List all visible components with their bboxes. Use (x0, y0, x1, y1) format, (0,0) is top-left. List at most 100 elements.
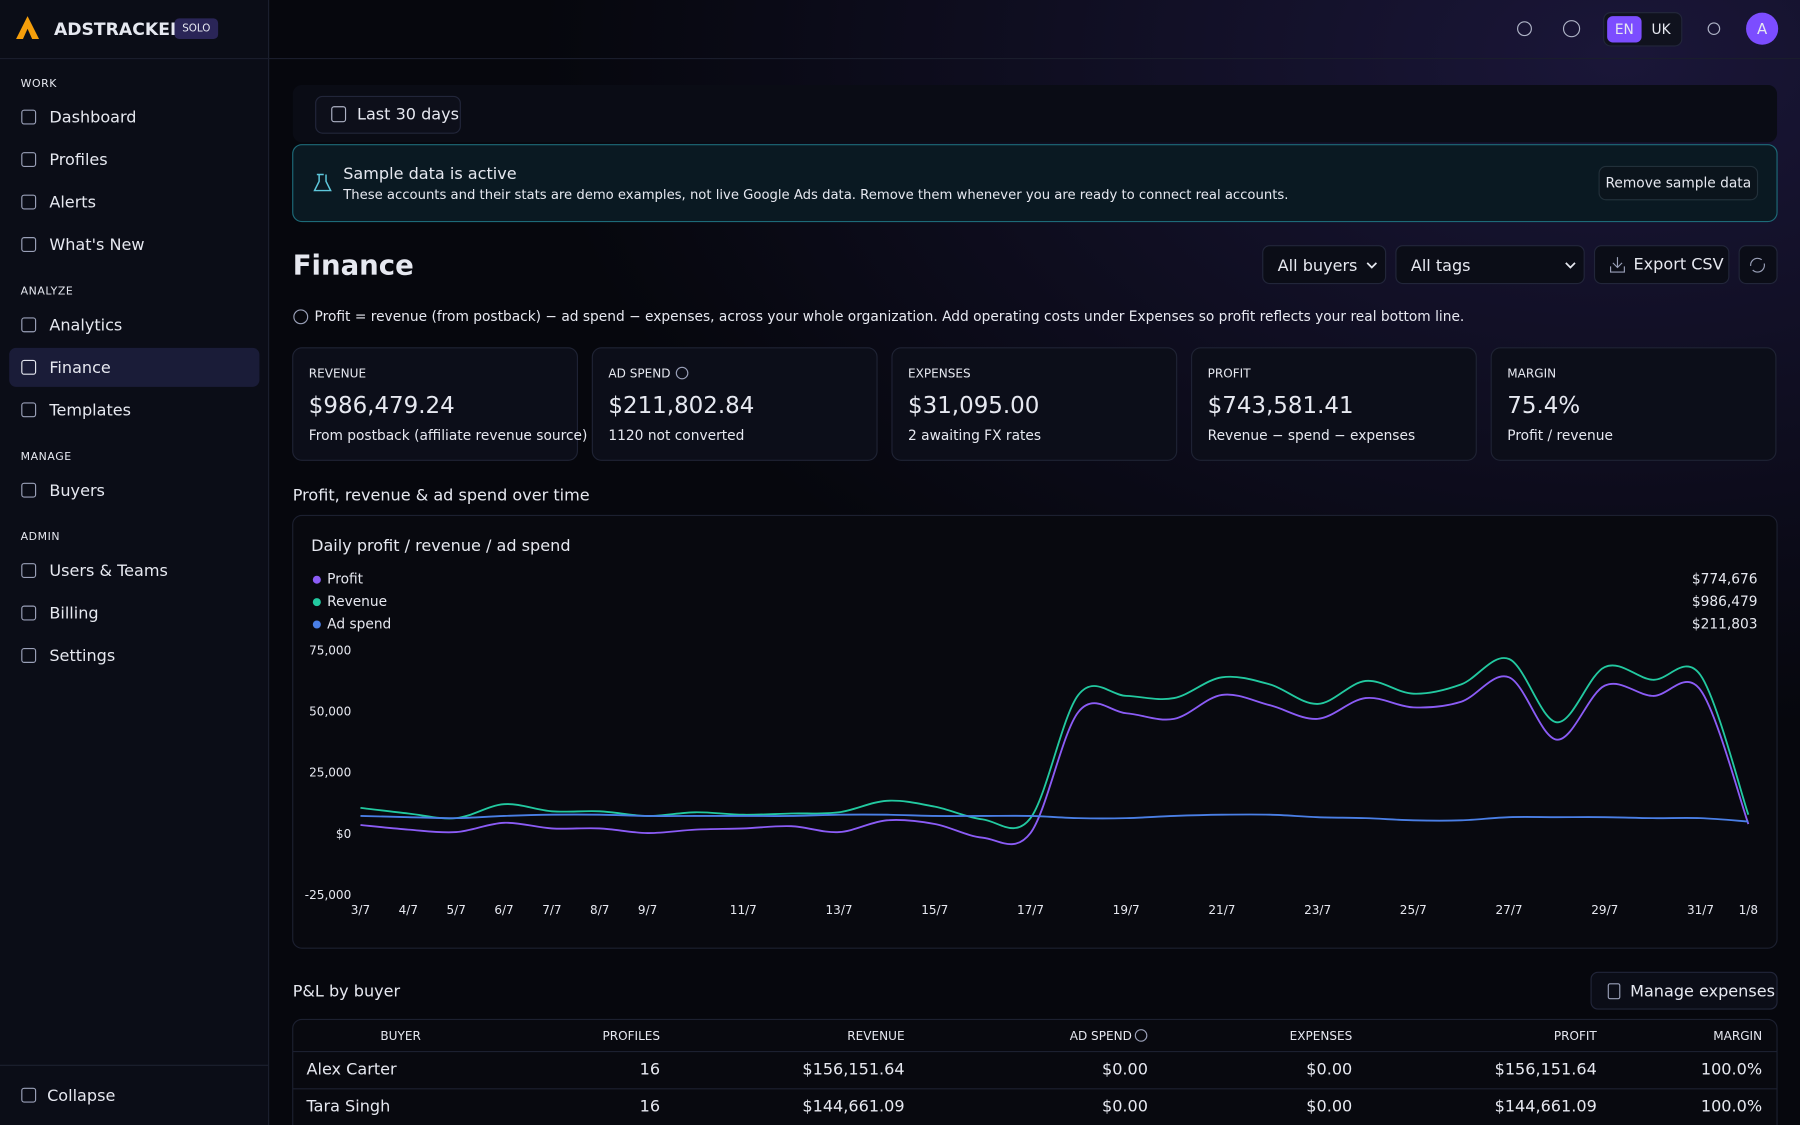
filter-select[interactable] (1395, 245, 1585, 285)
chevron (1565, 262, 1576, 269)
stat-card (591, 347, 878, 461)
date-range-button[interactable] (315, 95, 461, 134)
legend-label: Profit (327, 572, 364, 588)
language[interactable]: UK (1652, 22, 1672, 38)
stat-card (292, 347, 578, 461)
page-title: Finance (293, 249, 414, 281)
download-icon (1610, 257, 1625, 273)
chart-panel (292, 514, 1778, 949)
table-cell: $156,151.64 (1495, 1059, 1597, 1078)
card-value: 75.4% (1507, 393, 1580, 419)
x-tick-label: 27/7 (1496, 903, 1523, 917)
info-icon (675, 366, 689, 380)
table-cell: $156,151.64 (802, 1059, 904, 1078)
stat-card (891, 347, 1178, 461)
collapse[interactable]: Collapse (47, 1086, 115, 1105)
card-value: $986,479.24 (309, 393, 455, 419)
card-value: $31,095.00 (908, 393, 1039, 419)
x-tick-label: 25/7 (1400, 903, 1427, 917)
nav-item[interactable]: Finance (49, 358, 111, 377)
refresh-button[interactable] (1738, 245, 1778, 285)
nav-item[interactable]: Buyers (49, 481, 105, 500)
filter-select[interactable] (1262, 245, 1387, 285)
legend-dot (312, 598, 321, 607)
card-label: REVENUE (309, 367, 366, 381)
table-cell: $144,661.09 (1495, 1097, 1597, 1116)
x-tick-label: 21/7 (1208, 903, 1235, 917)
nav-section: MANAGE (21, 450, 72, 463)
nav-icon (21, 605, 37, 621)
x-tick-label: 1/8 (1739, 903, 1758, 917)
card-sub: 1120 not converted (608, 428, 744, 444)
nav-icon (21, 359, 37, 375)
collapse-icon (21, 1087, 37, 1103)
remove-sample-button[interactable] (1598, 165, 1759, 201)
table-cell: $0.00 (1102, 1097, 1148, 1116)
x-tick-label: 7/7 (542, 903, 561, 917)
y-tick-label: 75,000 (309, 643, 351, 657)
avatar-letter: A (1757, 20, 1768, 38)
nav-icon (21, 237, 37, 252)
flask-icon (313, 173, 332, 192)
nav-item[interactable]: Settings (49, 646, 115, 665)
series-line (360, 675, 1750, 846)
banner-title: Sample data is active (343, 164, 516, 183)
toolbar (292, 84, 1778, 143)
nav-item[interactable]: Billing (49, 604, 98, 623)
card-label: PROFIT (1208, 367, 1252, 381)
legend-total: $986,479 (1692, 594, 1758, 610)
nav-icon (21, 402, 37, 418)
x-tick-label: 13/7 (826, 903, 853, 917)
nav-icon (21, 152, 37, 168)
nav-item[interactable]: Users & Teams (49, 561, 168, 580)
nav-item[interactable]: Dashboard (49, 108, 136, 127)
legend-dot (312, 620, 321, 629)
date-range: Last 30 days (357, 104, 459, 123)
avatar[interactable] (1746, 12, 1779, 45)
card-label: EXPENSES (908, 367, 971, 381)
pl-title: P&L by buyer (293, 981, 401, 1000)
table-cell: 100.0% (1701, 1097, 1762, 1116)
nav-section: ANALYZE (21, 285, 74, 298)
nav-icon (21, 482, 37, 498)
nav-item[interactable]: Alerts (49, 193, 96, 212)
nav-icon (21, 194, 37, 210)
column-header: EXPENSES (1290, 1029, 1353, 1043)
bell-icon[interactable] (1517, 21, 1532, 37)
table-cell: 16 (640, 1059, 660, 1078)
stat-card (1191, 347, 1477, 461)
nav-item[interactable]: Profiles (49, 150, 107, 169)
legend-dot (312, 575, 321, 584)
nav-item[interactable]: Analytics (49, 316, 122, 335)
export-label: Export CSV (1634, 255, 1724, 274)
theme-icon[interactable] (1707, 22, 1721, 36)
chart-section-title: Profit, revenue & ad spend over time (293, 485, 590, 504)
refresh-icon (1750, 257, 1765, 273)
language[interactable]: EN (1615, 22, 1634, 38)
export-button[interactable] (1593, 245, 1730, 285)
x-tick-label: 15/7 (921, 903, 948, 917)
nav-section: ADMIN (21, 530, 60, 543)
x-tick-label: 29/7 (1591, 903, 1618, 917)
legend-total: $211,803 (1692, 616, 1758, 632)
column-header: PROFILES (602, 1029, 660, 1043)
y-tick-label: $0 (336, 827, 351, 841)
nav-item[interactable]: What's New (49, 235, 144, 254)
nav-item[interactable]: Templates (48, 400, 131, 419)
sidebar (0, 0, 269, 1125)
help-icon[interactable] (1562, 20, 1581, 38)
card-value: $211,802.84 (608, 393, 754, 419)
table-cell: $0.00 (1306, 1059, 1352, 1078)
series-line (360, 657, 1750, 830)
calendar-icon (331, 106, 347, 123)
table-cell: $144,661.09 (802, 1097, 904, 1116)
x-tick-label: 8/7 (590, 903, 609, 917)
info-icon (293, 309, 309, 325)
card-label: MARGIN (1507, 367, 1556, 381)
chevron (1366, 262, 1378, 269)
table-cell: Tara Singh (306, 1097, 391, 1116)
manage-expenses-button[interactable] (1590, 971, 1778, 1010)
banner (292, 144, 1778, 223)
